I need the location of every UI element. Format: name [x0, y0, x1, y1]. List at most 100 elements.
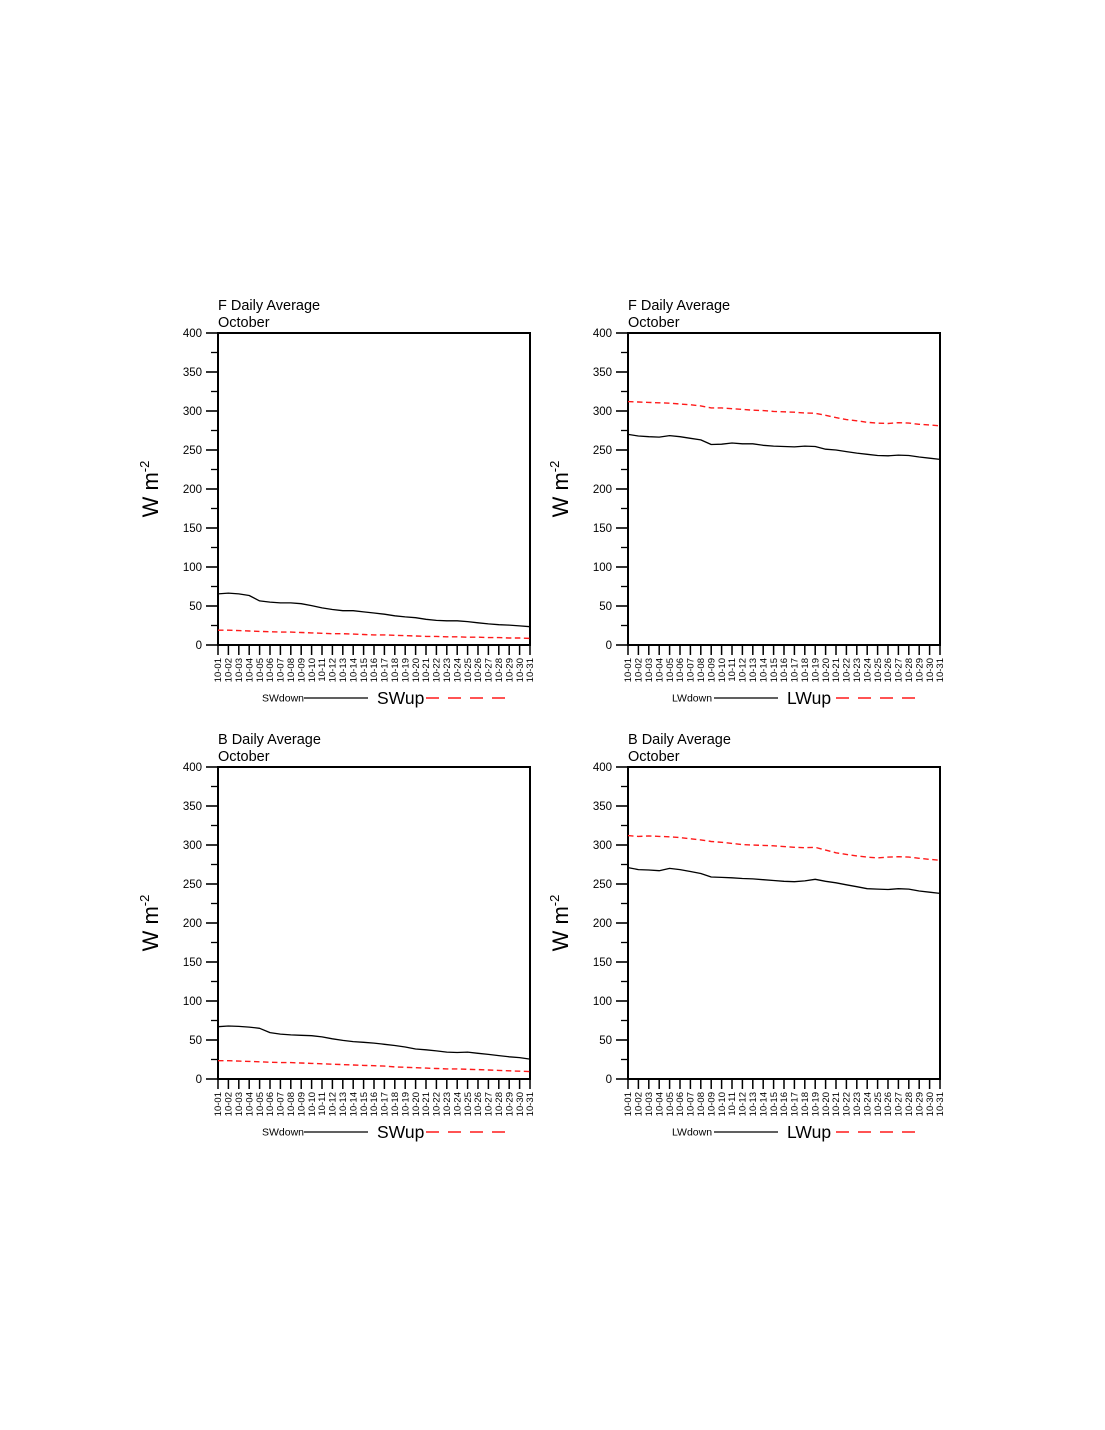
x-tick-label: 10-06	[675, 658, 686, 682]
x-tick-label: 10-29	[914, 1092, 925, 1116]
x-tick-label: 10-23	[442, 658, 453, 682]
x-tick-label: 10-20	[821, 658, 832, 682]
y-axis-title: W m-2	[137, 461, 163, 518]
y-axis-title-base: W m	[138, 472, 163, 517]
chart-title: F Daily Average	[218, 298, 320, 314]
y-tick-label: 300	[593, 840, 612, 852]
x-tick-label: 10-14	[758, 1092, 769, 1116]
y-axis-title-base: W m	[548, 472, 573, 517]
x-tick-label: 10-09	[706, 1092, 717, 1116]
y-tick-label: 150	[183, 957, 202, 969]
x-tick-label: 10-18	[390, 658, 401, 682]
x-tick-label: 10-08	[286, 658, 297, 682]
x-tick-label: 10-16	[779, 658, 790, 682]
x-tick-label: 10-18	[390, 1092, 401, 1116]
y-axis-title-base: W m	[138, 906, 163, 951]
y-tick-label: 200	[593, 918, 612, 930]
legend-down-label: LWdown	[672, 693, 712, 705]
y-tick-label: 150	[593, 523, 612, 535]
x-tick-label: 10-25	[463, 1092, 474, 1116]
x-tick-label: 10-31	[525, 1092, 536, 1116]
x-tick-label: 10-17	[380, 658, 391, 682]
x-tick-label: 10-20	[821, 1092, 832, 1116]
x-tick-label: 10-19	[810, 658, 821, 682]
x-tick-label: 10-13	[338, 1092, 349, 1116]
legend-down-label: SWdown	[262, 693, 304, 705]
swup-line	[218, 629, 531, 640]
chart-title: F Daily Average	[628, 298, 730, 314]
x-tick-label: 10-23	[442, 1092, 453, 1116]
x-tick-label: 10-17	[790, 1092, 801, 1116]
x-tick-label: 10-03	[234, 1092, 245, 1116]
x-tick-label: 10-21	[421, 1092, 432, 1116]
x-tick-label: 10-07	[686, 658, 697, 682]
y-tick-label: 250	[593, 879, 612, 891]
x-tick-label: 10-22	[432, 658, 443, 682]
y-tick-label: 400	[593, 762, 612, 774]
x-tick-label: 10-14	[348, 1092, 359, 1116]
x-tick-label: 10-26	[883, 1092, 894, 1116]
y-axis-title: W m-2	[137, 895, 163, 952]
x-tick-label: 10-03	[234, 658, 245, 682]
x-tick-label: 10-11	[317, 1092, 328, 1116]
lwup-line	[627, 834, 941, 861]
x-tick-label: 10-02	[224, 658, 235, 682]
x-tick-label: 10-05	[255, 658, 266, 682]
chart-title: B Daily Average	[628, 732, 731, 748]
legend-up-label: LWup	[787, 1122, 831, 1142]
x-tick-label: 10-27	[894, 1092, 905, 1116]
x-tick-label: 10-08	[286, 1092, 297, 1116]
x-tick-label: 10-25	[873, 1092, 884, 1116]
x-tick-label: 10-14	[348, 658, 359, 682]
x-tick-label: 10-10	[307, 658, 318, 682]
y-tick-label: 250	[183, 445, 202, 457]
x-tick-label: 10-14	[758, 658, 769, 682]
y-tick-label: 250	[183, 879, 202, 891]
swdown-line	[217, 592, 531, 628]
legend-up-label: LWup	[787, 688, 831, 708]
x-tick-label: 10-12	[328, 1092, 339, 1116]
y-tick-label: 100	[183, 996, 202, 1008]
x-tick-label: 10-08	[696, 658, 707, 682]
chart-subtitle: October	[218, 315, 270, 331]
x-tick-label: 10-30	[925, 1092, 936, 1116]
x-tick-label: 10-15	[769, 658, 780, 682]
x-tick-label: 10-04	[244, 1092, 255, 1116]
x-tick-label: 10-27	[484, 1092, 495, 1116]
y-tick-label: 300	[183, 840, 202, 852]
x-tick-label: 10-30	[515, 1092, 526, 1116]
x-tick-label: 10-28	[494, 1092, 505, 1116]
y-axis-title-exponent: -2	[547, 461, 562, 473]
x-tick-label: 10-17	[380, 1092, 391, 1116]
y-tick-label: 150	[593, 957, 612, 969]
lwup-line	[627, 400, 941, 427]
chart-subtitle: October	[628, 749, 680, 765]
x-tick-label: 10-01	[623, 658, 634, 682]
lwdown-line	[627, 866, 941, 895]
y-tick-label: 100	[593, 996, 612, 1008]
x-tick-label: 10-12	[738, 658, 749, 682]
x-tick-label: 10-09	[296, 1092, 307, 1116]
x-tick-label: 10-10	[307, 1092, 318, 1116]
y-tick-label: 300	[593, 406, 612, 418]
x-tick-label: 10-25	[463, 658, 474, 682]
x-tick-label: 10-04	[244, 658, 255, 682]
x-tick-label: 10-15	[769, 1092, 780, 1116]
x-tick-label: 10-11	[727, 1092, 738, 1116]
legend-up-label: SWup	[377, 688, 424, 708]
x-tick-label: 10-02	[224, 1092, 235, 1116]
x-tick-label: 10-12	[328, 658, 339, 682]
x-tick-label: 10-05	[255, 1092, 266, 1116]
swdown-line	[217, 1025, 531, 1060]
x-tick-label: 10-30	[515, 658, 526, 682]
x-tick-label: 10-03	[644, 1092, 655, 1116]
plot-frame	[217, 766, 531, 1080]
x-tick-label: 10-16	[779, 1092, 790, 1116]
y-tick-label: 100	[593, 562, 612, 574]
x-tick-label: 10-01	[623, 1092, 634, 1116]
x-tick-label: 10-11	[727, 658, 738, 682]
y-tick-label: 50	[599, 601, 612, 613]
y-axis-title-base: W m	[548, 906, 573, 951]
